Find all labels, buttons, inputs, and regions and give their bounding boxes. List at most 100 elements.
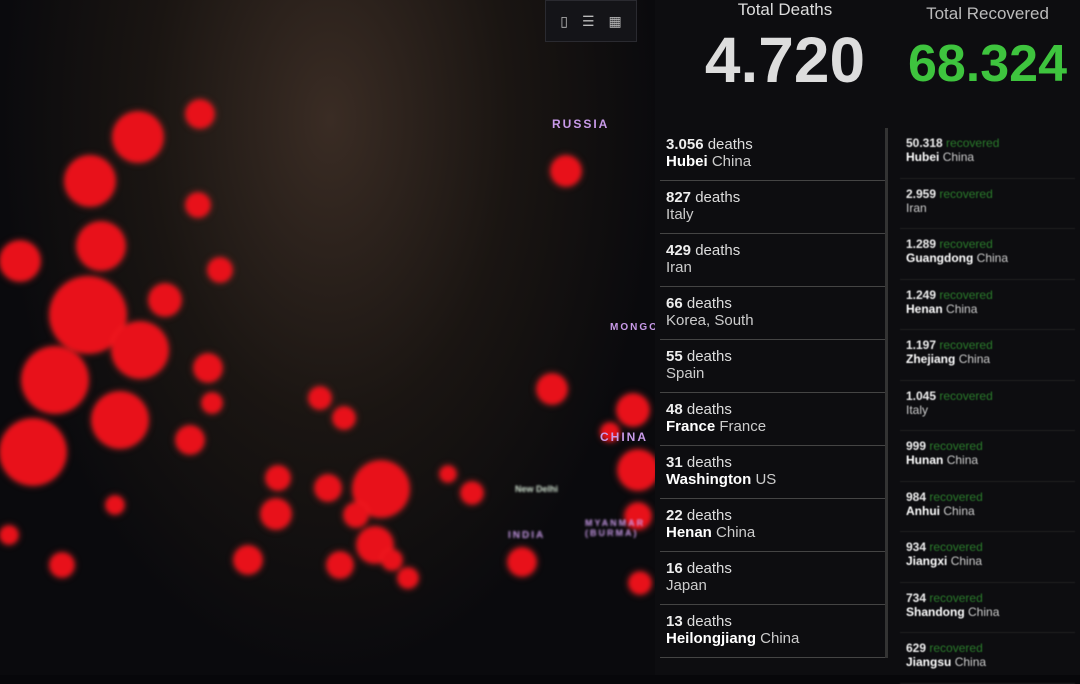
count: 999 bbox=[906, 439, 927, 453]
recovered-list-item[interactable]: 629 recovered Jiangsu China bbox=[900, 633, 1075, 684]
map-marker[interactable] bbox=[537, 374, 567, 404]
country: China bbox=[946, 301, 978, 316]
map-marker[interactable] bbox=[202, 393, 222, 413]
recovered-list-item[interactable]: 1.197 recovered Zhejiang China bbox=[900, 330, 1075, 381]
region: Zhejiang bbox=[906, 352, 956, 366]
qr-icon[interactable]: ▦ bbox=[608, 12, 622, 29]
map-marker[interactable] bbox=[333, 407, 355, 429]
map-marker[interactable] bbox=[625, 503, 651, 529]
stats-panel: Total Deaths 4.720 Total Recovered 68.32… bbox=[655, 0, 1080, 684]
count: 827 bbox=[666, 189, 692, 206]
count: 22 bbox=[666, 507, 683, 524]
unit: recovered bbox=[939, 237, 993, 251]
map-marker[interactable] bbox=[0, 526, 18, 544]
recovered-list-item[interactable]: 999 recovered Hunan China bbox=[900, 431, 1075, 482]
unit: recovered bbox=[946, 136, 1000, 150]
list-icon[interactable]: ☰ bbox=[581, 12, 595, 29]
map-marker[interactable] bbox=[508, 548, 536, 576]
map-label-russia: RUSSIA bbox=[552, 117, 610, 131]
recovered-list-item[interactable]: 2.959 recovered Iran bbox=[900, 179, 1075, 229]
map-marker[interactable] bbox=[0, 241, 40, 281]
recovered-list-item[interactable]: 1.249 recovered Henan China bbox=[900, 280, 1075, 330]
country: Japan bbox=[666, 577, 707, 594]
country: China bbox=[946, 453, 979, 467]
map-marker[interactable] bbox=[309, 387, 331, 409]
deaths-list-item[interactable]: 827 deaths Italy bbox=[660, 181, 885, 234]
map-marker[interactable] bbox=[601, 423, 619, 441]
map-marker[interactable] bbox=[113, 112, 163, 162]
deaths-list-item[interactable]: 31 deaths Washington US bbox=[660, 446, 885, 499]
map-marker[interactable] bbox=[617, 394, 649, 426]
map-marker[interactable] bbox=[461, 482, 483, 504]
region: Heilongjiang bbox=[666, 630, 756, 647]
map-marker[interactable] bbox=[92, 392, 148, 448]
country: Italy bbox=[906, 402, 929, 417]
map-marker[interactable] bbox=[234, 546, 262, 574]
country: China bbox=[711, 153, 752, 170]
country: US bbox=[755, 471, 777, 488]
map-marker[interactable] bbox=[440, 466, 456, 482]
count: 984 bbox=[906, 489, 927, 504]
country: China bbox=[942, 150, 975, 164]
map-marker[interactable] bbox=[22, 347, 88, 413]
region: Henan bbox=[906, 301, 943, 316]
map-marker[interactable] bbox=[112, 322, 168, 378]
world-map[interactable]: RUSSIA CHINA MONGO INDIA New Delhi MYANM… bbox=[0, 0, 660, 675]
count: 13 bbox=[666, 613, 683, 630]
map-marker[interactable] bbox=[618, 450, 658, 490]
deaths-list-item[interactable]: 48 deaths France France bbox=[660, 393, 885, 446]
map-marker[interactable] bbox=[65, 156, 115, 206]
map-marker[interactable] bbox=[382, 550, 402, 570]
map-marker[interactable] bbox=[629, 572, 651, 594]
unit: recovered bbox=[939, 287, 993, 302]
map-marker[interactable] bbox=[186, 193, 210, 217]
region: Shandong bbox=[906, 604, 965, 619]
recovered-list-item[interactable]: 984 recovered Anhui China bbox=[900, 482, 1075, 532]
deaths-list-item[interactable]: 66 deaths Korea, South bbox=[660, 287, 885, 340]
unit: deaths bbox=[686, 560, 732, 577]
deaths-list-item[interactable]: 13 deaths Heilongjiang China bbox=[660, 605, 885, 658]
map-marker[interactable] bbox=[106, 496, 124, 514]
recovered-list-item[interactable]: 934 recovered Jiangxi China bbox=[900, 532, 1075, 583]
map-marker[interactable] bbox=[176, 426, 204, 454]
recovered-list-item[interactable]: 734 recovered Shandong China bbox=[900, 583, 1075, 633]
map-marker[interactable] bbox=[315, 475, 341, 501]
count: 31 bbox=[666, 454, 683, 471]
recovered-list-item[interactable]: 1.289 recovered Guangdong China bbox=[900, 229, 1075, 280]
map-marker[interactable] bbox=[344, 503, 368, 527]
country: China bbox=[976, 251, 1009, 265]
map-marker[interactable] bbox=[261, 499, 291, 529]
deaths-list-item[interactable]: 16 deaths Japan bbox=[660, 552, 885, 605]
map-marker[interactable] bbox=[266, 466, 290, 490]
deaths-list[interactable]: 3.056 deaths Hubei China 827 deaths Italy… bbox=[660, 128, 888, 658]
region: Hubei bbox=[666, 153, 708, 170]
bookmark-icon[interactable]: ▯ bbox=[560, 12, 568, 29]
map-marker[interactable] bbox=[149, 284, 181, 316]
map-marker[interactable] bbox=[194, 354, 222, 382]
map-marker[interactable] bbox=[551, 156, 581, 186]
unit: recovered bbox=[939, 388, 993, 403]
recovered-list-item[interactable]: 50.318 recovered Hubei China bbox=[900, 128, 1075, 179]
map-marker[interactable] bbox=[77, 222, 125, 270]
country: China bbox=[954, 655, 987, 669]
deaths-list-item[interactable]: 55 deaths Spain bbox=[660, 340, 885, 393]
map-marker[interactable] bbox=[327, 552, 353, 578]
count: 734 bbox=[906, 590, 927, 605]
map-marker[interactable] bbox=[186, 100, 214, 128]
recovered-list[interactable]: 50.318 recovered Hubei China 2.959 recove… bbox=[900, 128, 1075, 684]
deaths-list-item[interactable]: 3.056 deaths Hubei China bbox=[660, 128, 885, 181]
total-recovered-label: Total Recovered bbox=[926, 4, 1049, 23]
deaths-list-item[interactable]: 22 deaths Henan China bbox=[660, 499, 885, 552]
region: Hubei bbox=[906, 150, 940, 164]
map-marker[interactable] bbox=[50, 553, 74, 577]
count: 48 bbox=[666, 401, 683, 418]
map-marker[interactable] bbox=[208, 258, 232, 282]
unit: deaths bbox=[686, 454, 732, 471]
country: Iran bbox=[666, 259, 692, 276]
deaths-list-item[interactable]: 429 deaths Iran bbox=[660, 234, 885, 287]
country: Spain bbox=[666, 365, 705, 382]
country: China bbox=[968, 604, 1000, 619]
map-marker[interactable] bbox=[398, 568, 418, 588]
recovered-list-item[interactable]: 1.045 recovered Italy bbox=[900, 381, 1075, 431]
map-marker[interactable] bbox=[0, 419, 66, 485]
